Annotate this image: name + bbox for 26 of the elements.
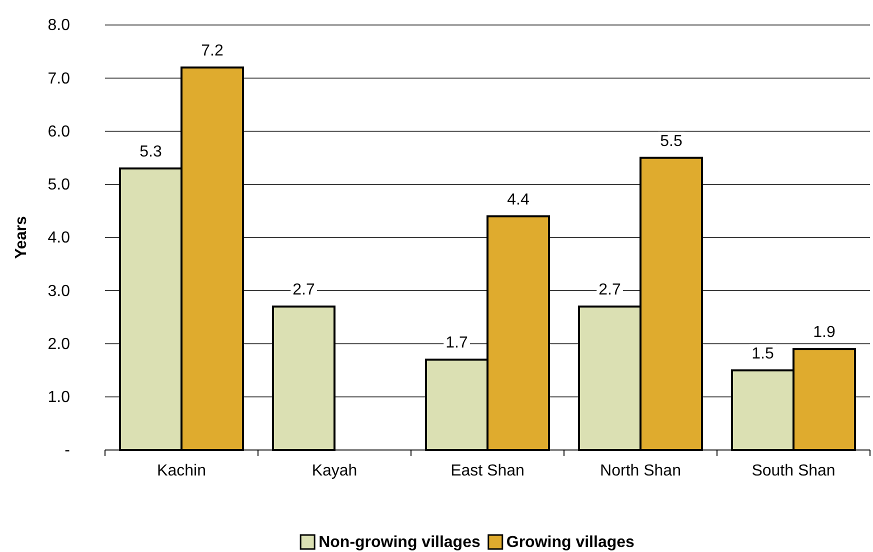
y-tick-label: 1.0	[48, 388, 70, 406]
legend-label: Growing villages	[506, 534, 635, 551]
data-label: 1.9	[813, 324, 836, 342]
y-tick-label: 2.0	[48, 336, 70, 353]
x-tick-label: North Shan	[600, 462, 681, 480]
data-label: 5.3	[140, 143, 162, 160]
data-label: 1.7	[446, 334, 468, 352]
x-tick-label: South Shan	[752, 462, 836, 480]
y-tick-label: 7.0	[48, 70, 70, 88]
data-label: 2.7	[292, 282, 315, 299]
y-tick-label: -	[64, 442, 70, 460]
y-tick-label: 3.0	[48, 282, 70, 300]
y-tick-label: 4.0	[48, 230, 70, 247]
data-label: 4.4	[507, 191, 530, 208]
y-tick-label: 5.0	[48, 176, 70, 194]
x-tick-label: Kachin	[157, 462, 206, 480]
data-label: 1.5	[752, 345, 774, 362]
data-label: 7.2	[201, 42, 224, 60]
data-label: 2.7	[598, 282, 621, 299]
legend-label: Non-growing villages	[318, 534, 480, 551]
data-label: 5.5	[660, 132, 682, 150]
y-tick-label: 6.0	[48, 123, 70, 140]
x-tick-label: Kayah	[312, 462, 358, 480]
x-tick-label: East Shan	[450, 462, 524, 480]
y-axis-title: Years	[13, 216, 30, 259]
y-tick-label: 8.0	[48, 17, 70, 34]
